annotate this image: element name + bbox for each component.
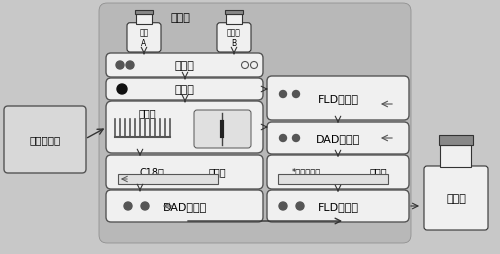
Text: 柱温箱: 柱温箱 xyxy=(208,166,226,176)
Text: 进样器: 进样器 xyxy=(218,108,236,118)
FancyBboxPatch shape xyxy=(106,79,263,101)
Text: 废液瓶: 废液瓶 xyxy=(446,193,466,203)
Text: 流动相: 流动相 xyxy=(170,13,190,23)
FancyBboxPatch shape xyxy=(267,77,409,121)
Circle shape xyxy=(124,202,132,210)
Bar xyxy=(439,135,473,146)
Text: 乙酸铵
B: 乙酸铵 B xyxy=(227,28,241,48)
Circle shape xyxy=(296,202,304,210)
Bar xyxy=(440,146,472,167)
Text: 二元泵: 二元泵 xyxy=(174,61,195,71)
Bar xyxy=(225,11,243,15)
FancyBboxPatch shape xyxy=(267,190,409,222)
Bar xyxy=(226,15,242,25)
Circle shape xyxy=(117,85,127,95)
Text: C18柱: C18柱 xyxy=(140,166,164,176)
Text: DAD检测器: DAD检测器 xyxy=(162,201,206,211)
Circle shape xyxy=(141,202,149,210)
Text: 柱温箱: 柱温箱 xyxy=(369,166,387,176)
FancyBboxPatch shape xyxy=(424,166,488,230)
Text: FLD检测器: FLD检测器 xyxy=(318,201,358,211)
Circle shape xyxy=(280,135,286,142)
FancyBboxPatch shape xyxy=(106,155,263,189)
Text: 六通阀: 六通阀 xyxy=(174,85,195,95)
Bar xyxy=(135,11,153,15)
Circle shape xyxy=(126,62,134,70)
Text: 乙腈
A: 乙腈 A xyxy=(140,28,148,48)
FancyBboxPatch shape xyxy=(106,54,263,78)
Bar xyxy=(278,174,388,184)
FancyBboxPatch shape xyxy=(127,24,161,53)
Circle shape xyxy=(292,135,300,142)
FancyBboxPatch shape xyxy=(4,107,86,173)
Text: 样品盘: 样品盘 xyxy=(138,108,156,118)
Text: *排阻色谱柱: *排阻色谱柱 xyxy=(292,166,320,175)
FancyBboxPatch shape xyxy=(99,4,411,243)
Circle shape xyxy=(279,202,287,210)
FancyBboxPatch shape xyxy=(106,190,263,222)
Text: DAD检测器: DAD检测器 xyxy=(316,133,360,144)
Text: FLD检测器: FLD检测器 xyxy=(318,94,358,104)
Circle shape xyxy=(280,91,286,98)
Circle shape xyxy=(292,91,300,98)
Text: 操作工作站: 操作工作站 xyxy=(30,135,60,145)
FancyBboxPatch shape xyxy=(106,102,263,153)
FancyBboxPatch shape xyxy=(217,24,251,53)
Bar xyxy=(118,174,218,184)
Bar xyxy=(136,15,152,25)
FancyBboxPatch shape xyxy=(267,122,409,154)
FancyBboxPatch shape xyxy=(267,155,409,189)
FancyBboxPatch shape xyxy=(194,110,251,148)
Circle shape xyxy=(116,62,124,70)
